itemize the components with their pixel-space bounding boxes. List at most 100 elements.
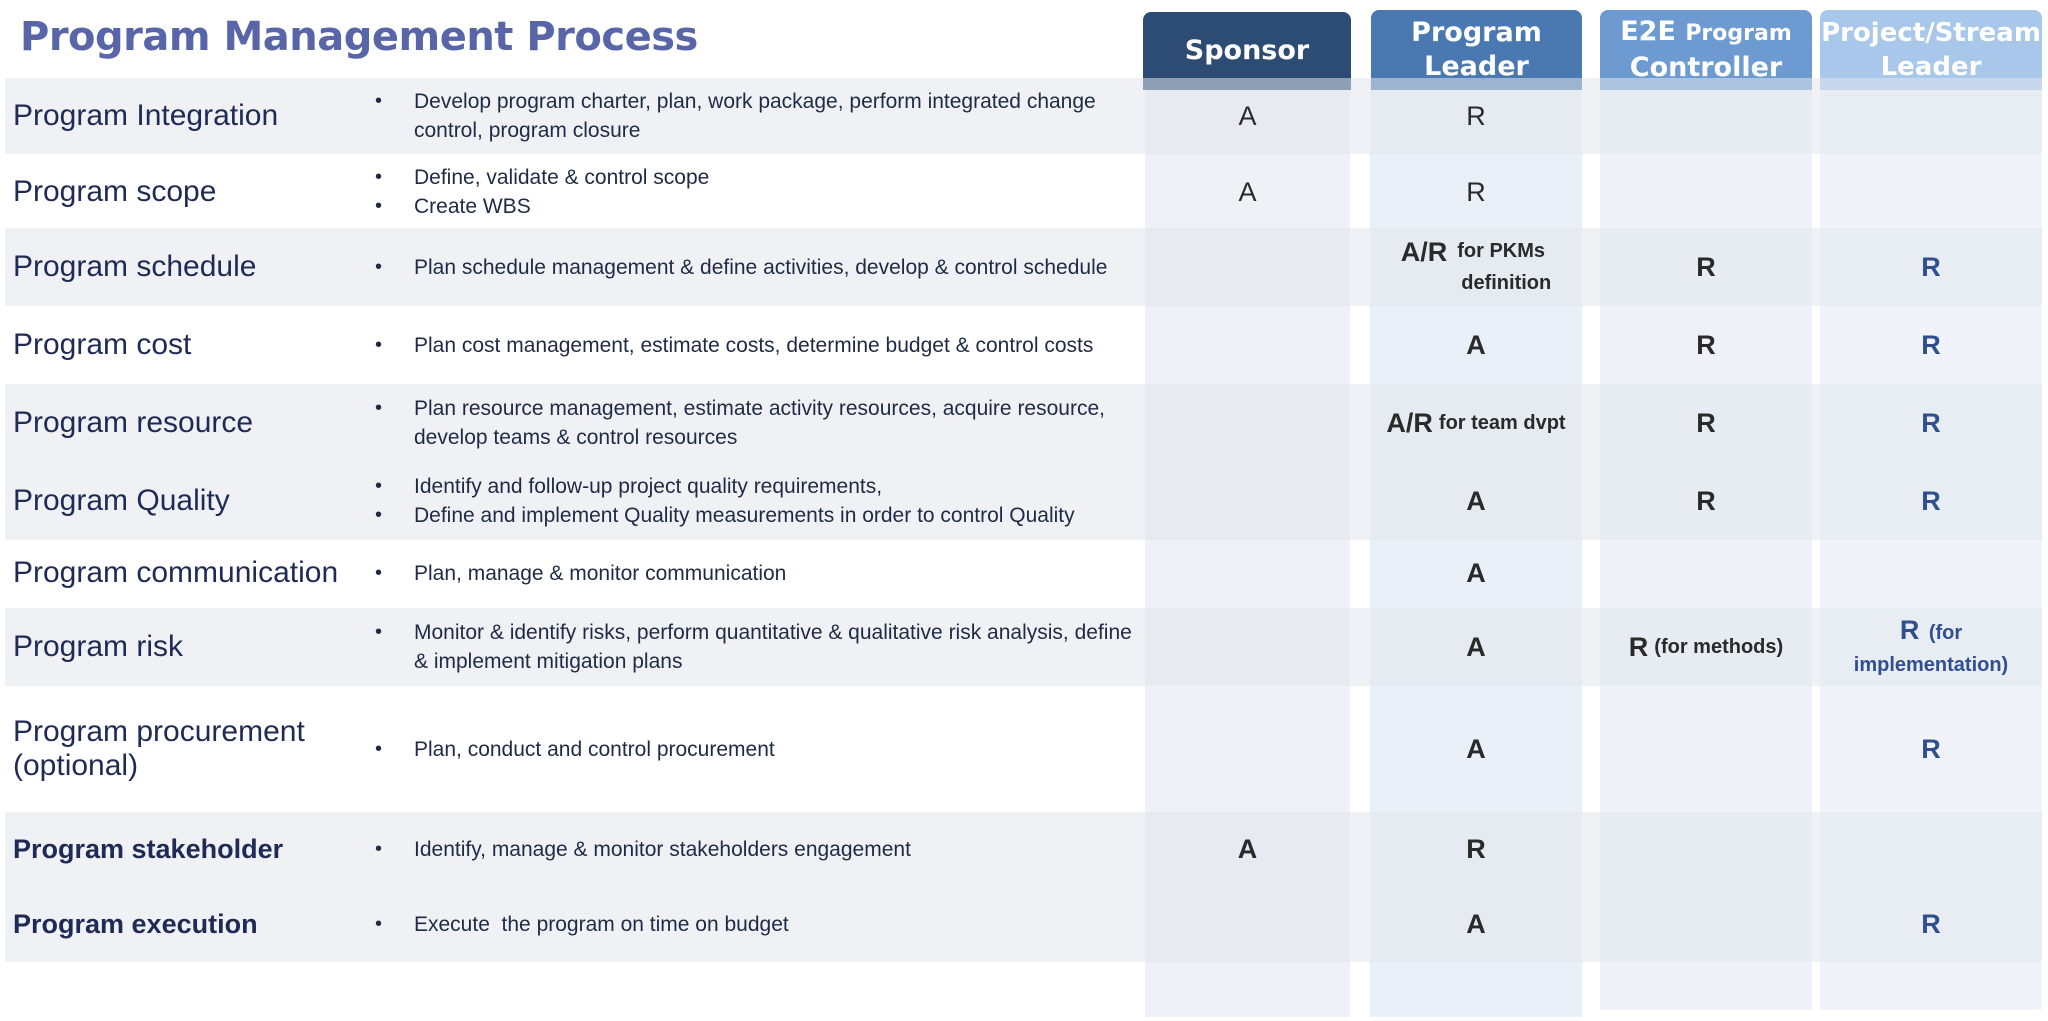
table-row: Program procurement (optional) Plan, con… [5, 686, 2042, 812]
column-header-e2e-controller: E2E Program Controller [1600, 10, 1812, 90]
cell-controller: R [1696, 251, 1716, 282]
process-description: Plan resource management, estimate activ… [370, 384, 1150, 462]
cell-program-leader: A [1466, 485, 1486, 516]
table-row: Program Integration Develop program char… [5, 78, 2042, 154]
cell-program-leader: R [1466, 833, 1486, 864]
cell-program-leader: R [1466, 176, 1486, 207]
cell-stream-leader: R [1921, 407, 1941, 438]
process-name: Program cost [13, 328, 192, 361]
table-row: Program communication Plan, manage & mon… [5, 540, 2042, 606]
bullet-item: Define, validate & control scope [370, 163, 1150, 192]
bullet-item: Identify, manage & monitor stakeholders … [370, 835, 1150, 864]
column-header-label: Leader [1424, 51, 1529, 82]
process-description: Identify and follow-up project quality r… [370, 462, 1150, 540]
bullet-item: Develop program charter, plan, work pack… [370, 87, 1150, 145]
raci-note: (for methods) [1654, 636, 1784, 658]
process-name-line: (optional) [13, 749, 139, 782]
table-row: Program cost Plan cost management, estim… [5, 306, 2042, 384]
table-row: Program schedule Plan schedule managemen… [5, 228, 2042, 306]
cell-controller: R [1696, 329, 1716, 360]
table-row: Program execution Execute the program on… [5, 886, 2042, 962]
column-header-label: Sponsor [1184, 35, 1310, 66]
cell-stream-leader: R [1921, 908, 1941, 939]
cell-sponsor: A [1238, 176, 1257, 207]
column-header-sponsor: Sponsor [1143, 12, 1351, 90]
process-name: Program scope [13, 175, 217, 208]
bullet-item: Execute the program on time on budget [370, 910, 1150, 939]
raci-value: R [1899, 614, 1920, 645]
table-row: Program scope Define, validate & control… [5, 156, 2042, 228]
process-name: Program execution [13, 909, 258, 939]
process-description: Identify, manage & monitor stakeholders … [370, 812, 1150, 886]
process-description: Define, validate & control scope Create … [370, 156, 1150, 228]
column-header-label: Leader [1880, 52, 1982, 82]
process-name: Program stakeholder [13, 834, 284, 864]
raci-note-line: definition [1461, 272, 1552, 294]
cell-sponsor: A [1237, 833, 1258, 864]
process-name: Program schedule [13, 250, 257, 283]
raci-note: implementation) [1853, 653, 2009, 676]
cell-program-leader: A [1466, 329, 1486, 360]
raci-value: A/R [1386, 407, 1433, 438]
column-header-label: Program [1411, 17, 1542, 48]
e2e-label: E2E [1620, 16, 1676, 47]
process-name: Program communication [13, 556, 339, 589]
bullet-item: Identify and follow-up project quality r… [370, 472, 1150, 501]
column-header-label: E2E Program [1620, 15, 1792, 51]
process-name-line: Program procurement [13, 715, 305, 748]
cell-stream-leader: R [1921, 733, 1941, 764]
cell-stream-leader: R [1921, 329, 1941, 360]
process-name: Program Integration [13, 99, 279, 132]
table-row: Program Quality Identify and follow-up p… [5, 462, 2042, 540]
column-header-program-leader: Program Leader [1371, 10, 1582, 90]
process-name: Program Quality [13, 484, 230, 517]
raci-value: R [1628, 631, 1649, 662]
bullet-item: Plan schedule management & define activi… [370, 253, 1150, 282]
cell-program-leader: A/R for PKMs definition [1370, 228, 1582, 306]
column-header-stream-leader: Project/Stream Leader [1820, 10, 2042, 90]
process-description: Plan, conduct and control procurement [370, 686, 1150, 812]
bullet-item: Define and implement Quality measurement… [370, 501, 1150, 530]
bullet-item: Plan resource management, estimate activ… [370, 394, 1150, 452]
cell-program-leader: R [1466, 100, 1486, 131]
bullet-item: Monitor & identify risks, perform quanti… [370, 618, 1150, 676]
bullet-item: Plan cost management, estimate costs, de… [370, 331, 1150, 360]
raci-value: A/R [1400, 236, 1448, 267]
process-description: Plan, manage & monitor communication [370, 540, 1150, 606]
bullet-item: Plan, manage & monitor communication [370, 559, 1150, 588]
cell-sponsor: A [1238, 100, 1257, 131]
table-row: Program stakeholder Identify, manage & m… [5, 812, 2042, 886]
raci-note: (for [1928, 621, 1963, 644]
cell-stream-leader: R [1921, 485, 1941, 516]
cell-stream-leader: R (for implementation) [1820, 608, 2042, 686]
process-name: Program resource [13, 406, 254, 439]
process-description: Execute the program on time on budget [370, 886, 1150, 962]
e2e-program-label: Program [1685, 21, 1792, 46]
cell-controller: R (for methods) [1600, 608, 1812, 686]
cell-program-leader: A [1466, 733, 1486, 764]
raci-value-line: R (for [1900, 614, 1962, 649]
process-description: Plan cost management, estimate costs, de… [370, 306, 1150, 384]
table-row: Program resource Plan resource managemen… [5, 384, 2042, 462]
column-header-label: Controller [1629, 52, 1783, 83]
cell-program-leader: A [1466, 908, 1486, 939]
cell-program-leader: A [1466, 631, 1486, 662]
cell-controller: R [1696, 407, 1716, 438]
process-description: Develop program charter, plan, work pack… [370, 78, 1150, 154]
bullet-item: Plan, conduct and control procurement [370, 735, 1150, 764]
raci-note-line: for PKMs [1457, 240, 1546, 262]
process-description: Monitor & identify risks, perform quanti… [370, 608, 1150, 686]
raci-note: for PKMs definition [1457, 235, 1551, 299]
page-title: Program Management Process [20, 14, 698, 60]
raci-note: for team dvpt [1438, 412, 1566, 434]
process-name: Program procurement (optional) [13, 686, 353, 812]
cell-program-leader: A [1466, 557, 1486, 588]
cell-controller: R [1696, 485, 1716, 516]
process-description: Plan schedule management & define activi… [370, 228, 1150, 306]
column-header-label: Project/Stream [1821, 18, 2041, 48]
process-name: Program risk [13, 630, 184, 663]
cell-stream-leader: R [1921, 251, 1941, 282]
cell-program-leader: A/R for team dvpt [1370, 384, 1582, 462]
bullet-item: Create WBS [370, 192, 1150, 221]
table-row: Program risk Monitor & identify risks, p… [5, 608, 2042, 686]
